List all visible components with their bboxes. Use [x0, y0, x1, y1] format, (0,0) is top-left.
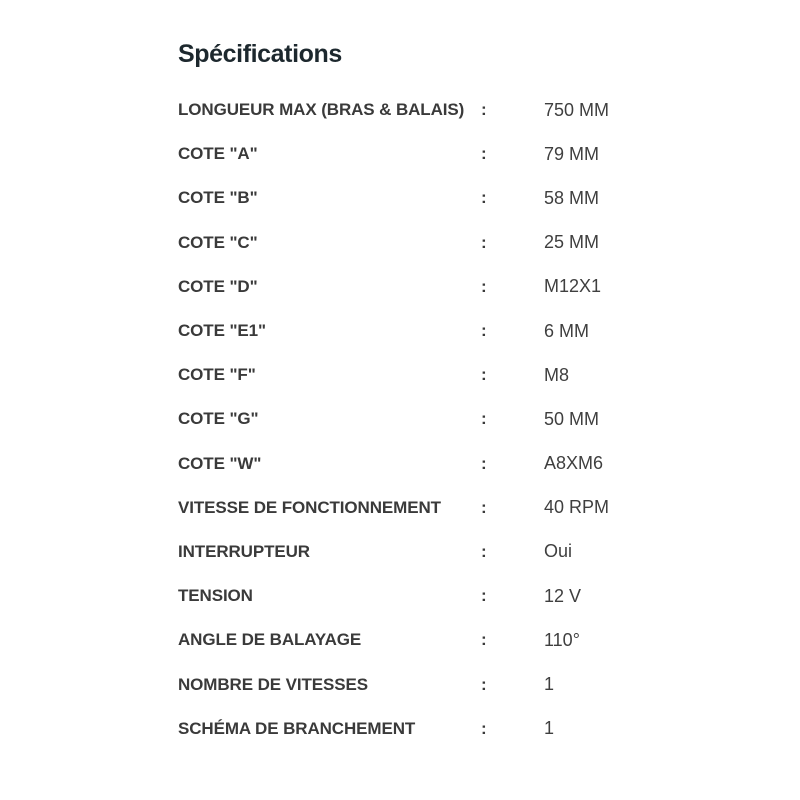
spec-colon-separator: :: [481, 586, 487, 606]
spec-label: COTE "C": [178, 232, 258, 252]
spec-colon-separator: :: [481, 497, 487, 517]
spec-label: COTE "A": [178, 144, 258, 164]
spec-value: 58 MM: [544, 187, 600, 208]
spec-row: COTE "E1" : 6 MM: [178, 309, 648, 353]
spec-value: 25 MM: [544, 232, 600, 253]
spec-value: M8: [544, 364, 570, 385]
spec-colon-separator: :: [481, 321, 487, 341]
spec-label: SCHÉMA DE BRANCHEMENT: [178, 718, 416, 738]
spec-label: COTE "B": [178, 188, 258, 208]
spec-row: COTE "G" : 50 MM: [178, 397, 648, 441]
spec-colon-separator: :: [481, 630, 487, 650]
spec-value: 6 MM: [544, 320, 589, 341]
spec-colon-separator: :: [481, 276, 487, 296]
spec-row: SCHÉMA DE BRANCHEMENT : 1: [178, 707, 648, 751]
spec-value: Oui: [544, 541, 573, 562]
spec-colon-separator: :: [481, 100, 487, 120]
spec-row: ANGLE DE BALAYAGE : 110°: [178, 618, 648, 662]
spec-label: COTE "G": [178, 409, 259, 429]
spec-value: 12 V: [544, 585, 582, 606]
spec-label: COTE "W": [178, 453, 262, 473]
spec-row: COTE "C" : 25 MM: [178, 221, 648, 265]
spec-value: 1: [544, 718, 555, 739]
spec-colon-separator: :: [481, 188, 487, 208]
spec-value: 1: [544, 674, 555, 695]
spec-row: COTE "B" : 58 MM: [178, 176, 648, 220]
spec-label: NOMBRE DE VITESSES: [178, 674, 368, 694]
spec-label: COTE "F": [178, 365, 256, 385]
spec-value: 110°: [544, 629, 580, 650]
spec-colon-separator: :: [481, 232, 487, 252]
spec-colon-separator: :: [481, 718, 487, 738]
spec-value: M12X1: [544, 276, 602, 297]
spec-colon-separator: :: [481, 144, 487, 164]
spec-row: TENSION : 12 V: [178, 574, 648, 618]
spec-label: LONGUEUR MAX (BRAS & BALAIS): [178, 100, 465, 120]
spec-value: A8XM6: [544, 453, 604, 474]
spec-colon-separator: :: [481, 541, 487, 561]
spec-row: COTE "A" : 79 MM: [178, 132, 648, 176]
spec-value: 50 MM: [544, 408, 600, 429]
spec-colon-separator: :: [481, 365, 487, 385]
spec-label: TENSION: [178, 586, 253, 606]
spec-label: COTE "D": [178, 276, 258, 296]
spec-row: INTERRUPTEUR : Oui: [178, 530, 648, 574]
specifications-section: Spécifications LONGUEUR MAX (BRAS & BALA…: [178, 40, 648, 751]
spec-row: COTE "F" : M8: [178, 353, 648, 397]
spec-label: COTE "E1": [178, 321, 266, 341]
specifications-title: Spécifications: [178, 40, 342, 68]
spec-row: VITESSE DE FONCTIONNEMENT : 40 RPM: [178, 486, 648, 530]
spec-value: 40 RPM: [544, 497, 610, 518]
spec-label: VITESSE DE FONCTIONNEMENT: [178, 497, 441, 517]
spec-row: LONGUEUR MAX (BRAS & BALAIS) : 750 MM: [178, 88, 648, 132]
spec-colon-separator: :: [481, 409, 487, 429]
specifications-table: LONGUEUR MAX (BRAS & BALAIS) : 750 MM CO…: [178, 88, 648, 751]
spec-value: 79 MM: [544, 143, 600, 164]
spec-label: ANGLE DE BALAYAGE: [178, 630, 362, 650]
spec-row: NOMBRE DE VITESSES : 1: [178, 662, 648, 706]
spec-colon-separator: :: [481, 674, 487, 694]
spec-row: COTE "D" : M12X1: [178, 265, 648, 309]
spec-row: COTE "W" : A8XM6: [178, 442, 648, 486]
spec-value: 750 MM: [544, 99, 610, 120]
spec-colon-separator: :: [481, 453, 487, 473]
spec-label: INTERRUPTEUR: [178, 541, 310, 561]
